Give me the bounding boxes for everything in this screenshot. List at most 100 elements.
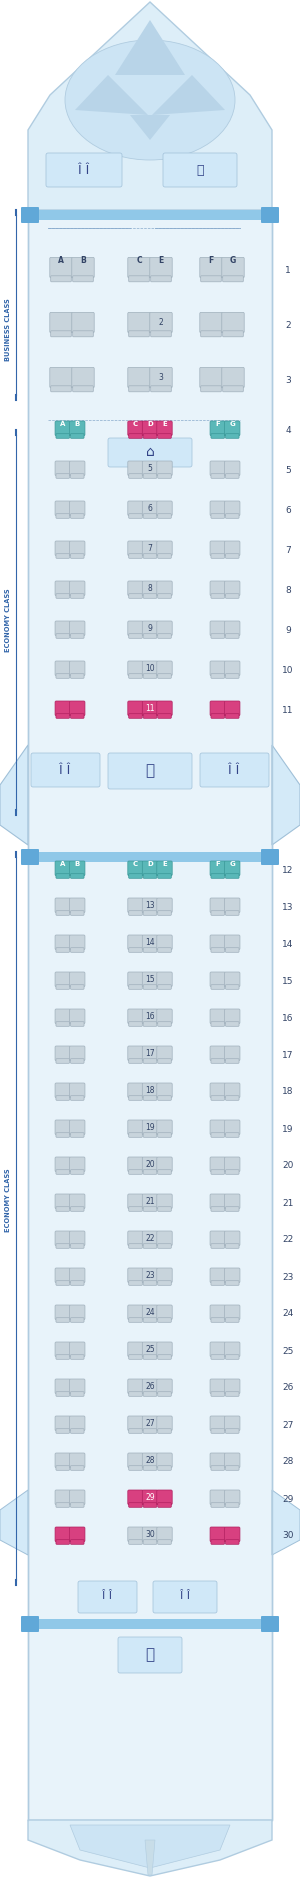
FancyBboxPatch shape [224, 972, 240, 987]
FancyBboxPatch shape [211, 1318, 224, 1322]
FancyBboxPatch shape [226, 1429, 239, 1433]
FancyBboxPatch shape [224, 421, 240, 436]
FancyBboxPatch shape [210, 1010, 226, 1025]
FancyBboxPatch shape [55, 541, 70, 556]
FancyBboxPatch shape [211, 634, 224, 639]
FancyBboxPatch shape [70, 634, 84, 639]
FancyBboxPatch shape [128, 1010, 143, 1025]
FancyBboxPatch shape [158, 1540, 171, 1543]
FancyBboxPatch shape [70, 1194, 85, 1209]
FancyBboxPatch shape [211, 673, 224, 679]
FancyBboxPatch shape [211, 1280, 224, 1286]
FancyBboxPatch shape [157, 1156, 172, 1171]
FancyBboxPatch shape [226, 513, 239, 519]
FancyBboxPatch shape [224, 581, 240, 596]
FancyBboxPatch shape [56, 1096, 70, 1100]
FancyBboxPatch shape [70, 1466, 84, 1470]
FancyBboxPatch shape [158, 1132, 171, 1137]
FancyBboxPatch shape [55, 581, 70, 596]
FancyBboxPatch shape [142, 1045, 158, 1060]
Polygon shape [152, 75, 225, 115]
FancyBboxPatch shape [129, 1021, 142, 1026]
Text: E: E [162, 861, 167, 867]
FancyBboxPatch shape [128, 1453, 143, 1468]
Text: 23: 23 [145, 1271, 155, 1280]
Text: ⬛: ⬛ [196, 164, 204, 177]
Text: ⌂: ⌂ [146, 446, 154, 459]
FancyBboxPatch shape [211, 474, 224, 478]
FancyBboxPatch shape [157, 1305, 172, 1320]
FancyBboxPatch shape [56, 1391, 70, 1397]
FancyBboxPatch shape [129, 1207, 142, 1211]
FancyBboxPatch shape [210, 934, 226, 949]
FancyBboxPatch shape [129, 1132, 142, 1137]
FancyBboxPatch shape [158, 1245, 171, 1248]
Text: 3: 3 [159, 372, 164, 382]
FancyBboxPatch shape [211, 1540, 224, 1543]
FancyBboxPatch shape [56, 673, 70, 679]
Text: 19: 19 [145, 1122, 155, 1132]
FancyBboxPatch shape [70, 1096, 84, 1100]
FancyBboxPatch shape [200, 754, 269, 788]
FancyBboxPatch shape [143, 1280, 157, 1286]
FancyBboxPatch shape [70, 1502, 84, 1508]
Polygon shape [28, 2, 272, 211]
Text: 14: 14 [145, 938, 155, 948]
FancyBboxPatch shape [55, 1120, 70, 1136]
FancyBboxPatch shape [129, 385, 149, 391]
FancyBboxPatch shape [129, 1058, 142, 1064]
FancyBboxPatch shape [158, 948, 171, 953]
Text: 28: 28 [282, 1457, 294, 1466]
Text: 23: 23 [282, 1273, 294, 1282]
FancyBboxPatch shape [128, 312, 150, 333]
Polygon shape [75, 75, 148, 115]
FancyBboxPatch shape [226, 1096, 239, 1100]
FancyBboxPatch shape [70, 1083, 85, 1098]
FancyBboxPatch shape [55, 1267, 70, 1282]
Text: 12: 12 [282, 865, 294, 874]
FancyBboxPatch shape [210, 1267, 226, 1282]
FancyBboxPatch shape [143, 1466, 157, 1470]
FancyBboxPatch shape [73, 276, 93, 282]
Text: F: F [215, 421, 220, 427]
FancyBboxPatch shape [158, 1207, 171, 1211]
FancyBboxPatch shape [157, 662, 172, 675]
Text: F: F [215, 861, 220, 867]
FancyBboxPatch shape [224, 1156, 240, 1171]
FancyBboxPatch shape [128, 934, 143, 949]
Text: 30: 30 [145, 1530, 155, 1538]
Polygon shape [272, 1491, 300, 1555]
FancyBboxPatch shape [128, 461, 143, 476]
FancyBboxPatch shape [261, 850, 279, 865]
Text: 18: 18 [282, 1087, 294, 1096]
Text: 20: 20 [145, 1160, 155, 1169]
FancyBboxPatch shape [157, 1453, 172, 1468]
FancyBboxPatch shape [129, 1391, 142, 1397]
Text: 6: 6 [285, 506, 291, 515]
FancyBboxPatch shape [129, 714, 142, 718]
FancyBboxPatch shape [211, 1355, 224, 1359]
Text: 13: 13 [282, 902, 294, 912]
Text: 26: 26 [282, 1384, 294, 1393]
FancyBboxPatch shape [157, 1380, 172, 1393]
FancyBboxPatch shape [55, 1156, 70, 1171]
Text: 18: 18 [145, 1087, 155, 1094]
FancyBboxPatch shape [210, 701, 226, 716]
FancyBboxPatch shape [158, 714, 171, 718]
FancyBboxPatch shape [70, 1280, 84, 1286]
FancyBboxPatch shape [70, 1355, 84, 1359]
FancyBboxPatch shape [70, 910, 84, 916]
FancyBboxPatch shape [70, 1540, 84, 1543]
FancyBboxPatch shape [70, 1021, 84, 1026]
FancyBboxPatch shape [70, 1391, 84, 1397]
FancyBboxPatch shape [28, 211, 272, 1820]
FancyBboxPatch shape [143, 985, 157, 989]
FancyBboxPatch shape [210, 1527, 226, 1542]
FancyBboxPatch shape [143, 1132, 157, 1137]
FancyBboxPatch shape [70, 500, 85, 515]
FancyBboxPatch shape [157, 1416, 172, 1431]
FancyBboxPatch shape [129, 1502, 142, 1508]
FancyBboxPatch shape [28, 1619, 272, 1628]
FancyBboxPatch shape [158, 1391, 171, 1397]
FancyBboxPatch shape [142, 861, 158, 876]
